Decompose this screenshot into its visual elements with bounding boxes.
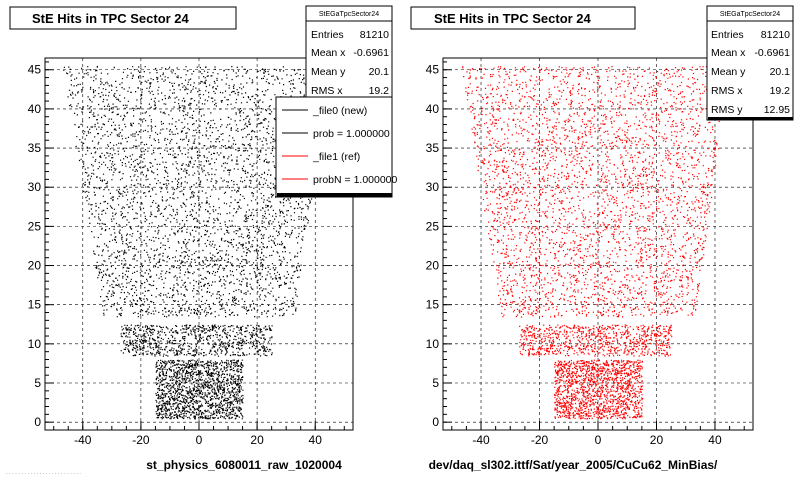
- left-stat-value: 81210: [360, 29, 389, 41]
- right-axes: -40 -20 0 20 40 0 5 10 15 20 25 30 35 40 45: [426, 61, 745, 447]
- legend-entry: _file1 (ref): [312, 151, 360, 163]
- legend-entry: probN = 1.000000: [313, 174, 398, 186]
- y-tick-label: 30: [28, 180, 42, 194]
- right-stat-label: RMS x: [711, 85, 743, 97]
- y-tick-label: 10: [426, 337, 440, 351]
- y-tick-label: 10: [28, 337, 42, 351]
- left-stats-title: StEGaTpcSector24: [319, 11, 379, 18]
- y-tick-label: 15: [426, 298, 440, 312]
- x-tick-label: 20: [650, 433, 664, 447]
- y-tick-label: 45: [426, 63, 440, 77]
- left-stat-value: 19.2: [369, 85, 390, 97]
- right-panel: StE Hits in TPC Sector 24 -40 -20 0 20 40 0 5 1…: [410, 5, 794, 472]
- y-tick-label: 0: [34, 415, 41, 429]
- right-stats-box: StEGaTpcSector24 Entries 81210 Mean x -0…: [706, 5, 794, 121]
- left-stat-label: Mean x: [311, 47, 346, 59]
- legend-entry: prob = 1.000000: [313, 128, 390, 140]
- y-tick-label: 25: [28, 219, 42, 233]
- y-tick-label: 20: [28, 259, 42, 273]
- x-tick-label: 0: [196, 433, 203, 447]
- x-tick-label: 40: [708, 433, 722, 447]
- left-title: StE Hits in TPC Sector 24: [32, 11, 190, 26]
- hit-points: [63, 65, 330, 420]
- x-tick-label: -40: [472, 433, 490, 447]
- left-stat-value: 20.1: [369, 66, 390, 78]
- x-tick-label: 40: [309, 433, 323, 447]
- left-stat-label: Entries: [311, 29, 344, 41]
- y-tick-label: 25: [426, 219, 440, 233]
- right-stat-value: 19.2: [770, 85, 791, 97]
- y-tick-label: 5: [34, 376, 41, 390]
- right-caption: dev/daq_sl302.ittf/Sat/year_2005/CuCu62_…: [429, 458, 718, 472]
- x-tick-label: -40: [74, 433, 92, 447]
- y-tick-label: 40: [28, 102, 42, 116]
- y-tick-label: 35: [28, 141, 42, 155]
- right-stat-value: 20.1: [770, 66, 791, 78]
- left-stat-label: Mean y: [311, 66, 346, 78]
- y-tick-label: 15: [28, 298, 42, 312]
- left-axes: -40 -20 0 20 40 0 5 10 15 20 25 30 35 40 45: [28, 61, 345, 447]
- right-title-box: [410, 6, 636, 30]
- y-tick-label: 35: [426, 141, 440, 155]
- x-tick-label: 0: [595, 433, 602, 447]
- y-tick-label: 40: [426, 102, 440, 116]
- right-stat-value: 12.95: [764, 104, 790, 116]
- left-legend: _file0 (new) prob = 1.000000 _file1 (ref…: [275, 96, 398, 198]
- y-tick-label: 0: [432, 415, 439, 429]
- legend-entry: _file0 (new): [312, 105, 367, 117]
- left-panel: StE Hits in TPC Sector 24 -40 -20 0 20 40 0 5 1…: [6, 5, 398, 477]
- x-tick-label: 20: [250, 433, 264, 447]
- left-hits-scatter: [63, 65, 330, 420]
- hit-points: [462, 66, 729, 420]
- right-title: StE Hits in TPC Sector 24: [434, 11, 592, 26]
- y-tick-label: 20: [426, 259, 440, 273]
- left-stats-box: StEGaTpcSector24 Entries 81210 Mean x -0…: [305, 5, 393, 112]
- y-tick-label: 30: [426, 180, 440, 194]
- x-tick-label: -20: [531, 433, 549, 447]
- left-stat-label: RMS x: [311, 85, 343, 97]
- left-corner-smudge: · · · · · · · · · · · · · · · · · · · · …: [6, 471, 81, 477]
- right-stats-title: StEGaTpcSector24: [720, 11, 780, 18]
- y-tick-label: 5: [432, 376, 439, 390]
- left-caption: st_physics_6080011_raw_1020004: [146, 458, 342, 472]
- right-stat-label: RMS y: [711, 104, 743, 116]
- y-tick-label: 45: [28, 63, 42, 77]
- left-stat-value: -0.6961: [353, 47, 389, 59]
- right-stat-value: 81210: [761, 29, 790, 41]
- right-stat-label: Entries: [711, 29, 744, 41]
- x-tick-label: -20: [132, 433, 150, 447]
- right-stat-label: Mean y: [711, 66, 746, 78]
- right-hits-scatter: [462, 66, 729, 420]
- right-stat-label: Mean x: [711, 47, 746, 59]
- left-title-box: [9, 6, 237, 30]
- right-stat-value: -0.6961: [754, 47, 790, 59]
